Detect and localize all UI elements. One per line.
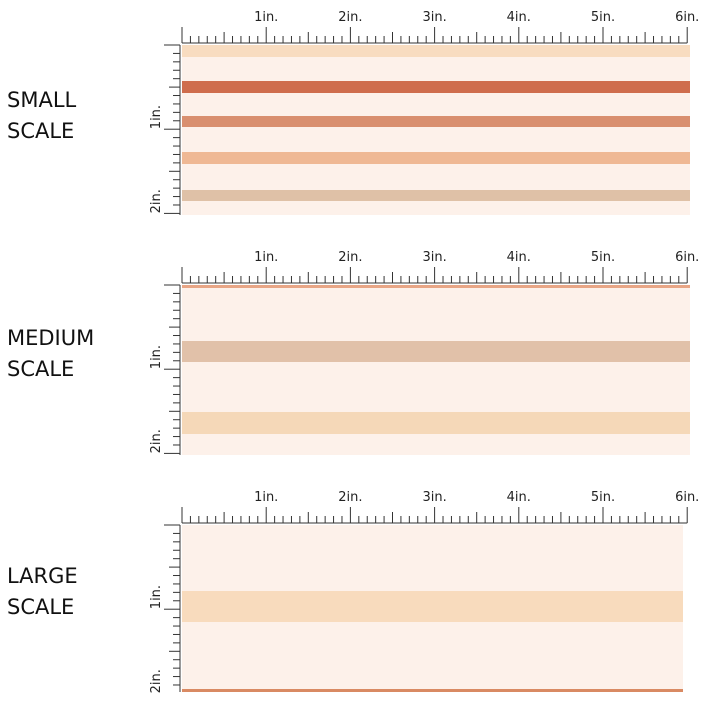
ruler-label: 1in. — [254, 10, 278, 25]
ruler-label: 3in. — [422, 10, 446, 25]
stripe — [182, 116, 690, 127]
stripe — [182, 689, 683, 692]
ruler-label: 2in. — [338, 250, 362, 265]
stripe — [182, 45, 690, 57]
ruler-label: 1in. — [254, 490, 278, 505]
ruler-label: 1in. — [149, 105, 164, 129]
stripe — [182, 591, 683, 622]
scale-label: LARGE — [7, 564, 78, 588]
ruler-label: 4in. — [507, 10, 531, 25]
ruler-label: 4in. — [507, 250, 531, 265]
stripe — [182, 341, 690, 362]
ruler-label: 3in. — [422, 490, 446, 505]
ruler-label: 4in. — [507, 490, 531, 505]
stripe — [182, 412, 690, 434]
ruler-label: 5in. — [591, 490, 615, 505]
scale-label: SCALE — [7, 595, 74, 619]
ruler-label: 1in. — [149, 585, 164, 609]
ruler-label: 2in. — [149, 189, 164, 213]
ruler-label: 2in. — [149, 669, 164, 693]
scale-label: SCALE — [7, 119, 74, 143]
scale-label: SMALL — [7, 88, 77, 112]
ruler-label: 1in. — [254, 250, 278, 265]
ruler-label: 3in. — [422, 250, 446, 265]
stripe — [182, 285, 690, 288]
stripe — [182, 152, 690, 164]
stripe — [182, 190, 690, 201]
ruler-label: 2in. — [338, 10, 362, 25]
ruler-label: 6in. — [675, 490, 699, 505]
scale-label: MEDIUM — [7, 326, 94, 350]
ruler-label: 6in. — [675, 10, 699, 25]
swatch — [182, 45, 690, 215]
ruler-label: 5in. — [591, 10, 615, 25]
scale-label: SCALE — [7, 357, 74, 381]
ruler-label: 5in. — [591, 250, 615, 265]
ruler-label: 2in. — [338, 490, 362, 505]
ruler-label: 1in. — [149, 345, 164, 369]
ruler-label: 6in. — [675, 250, 699, 265]
ruler-label: 2in. — [149, 429, 164, 453]
stripe — [182, 81, 690, 93]
